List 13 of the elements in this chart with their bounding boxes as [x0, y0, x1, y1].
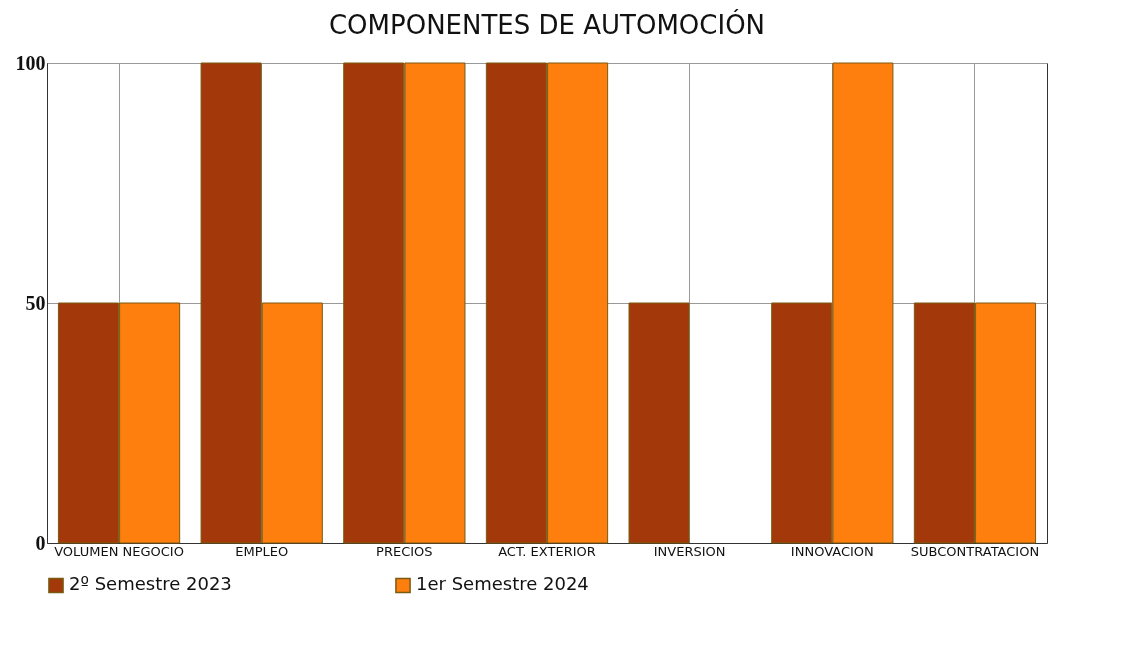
- x-tick-label: VOLUMEN NEGOCIO: [54, 543, 184, 559]
- y-tick-label: 100: [15, 51, 46, 74]
- x-tick-label: EMPLEO: [235, 543, 289, 559]
- x-tick-label: ACT. EXTERIOR: [498, 543, 596, 559]
- x-tick-label: INNOVACION: [790, 543, 874, 559]
- y-tick-label: 0: [35, 531, 46, 554]
- x-tick-label: PRECIOS: [376, 543, 433, 559]
- legend-label: 1er Semestre 2024: [416, 573, 589, 595]
- x-tick-label: INVERSION: [653, 543, 726, 559]
- chart-title: COMPONENTES DE AUTOMOCIÓN: [328, 9, 766, 40]
- x-tick-label: SUBCONTRATACION: [910, 543, 1040, 559]
- y-tick-label: 50: [25, 291, 46, 314]
- legend-label: 2º Semestre 2023: [69, 573, 232, 595]
